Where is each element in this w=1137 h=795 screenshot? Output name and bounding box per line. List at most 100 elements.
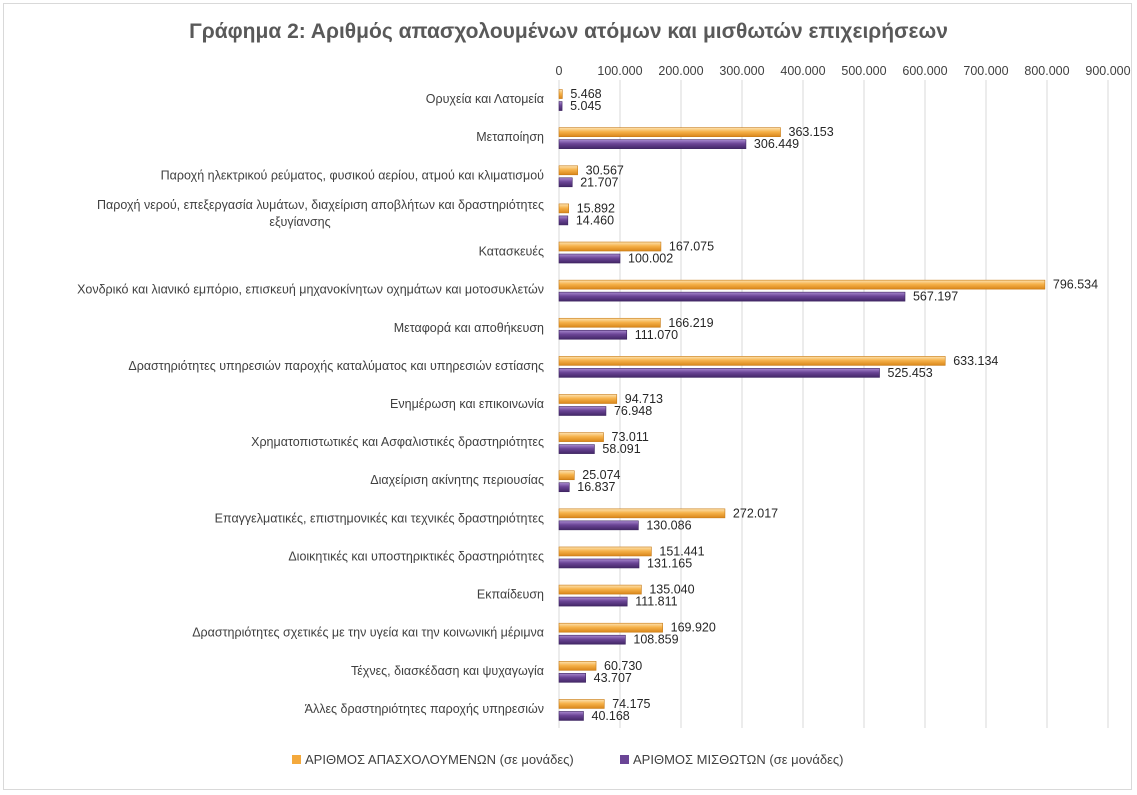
x-tick-label-5: 500.000 [841, 64, 886, 78]
bar-salaried-9 [558, 444, 595, 454]
data-label-salaried-8: 76.948 [614, 404, 652, 418]
x-tick-label-4: 400.000 [780, 64, 825, 78]
bar-salaried-0 [558, 101, 563, 111]
legend-item-employed: ΑΡΙΘΜΟΣ ΑΠΑΣΧΟΛΟΥΜΕΝΩΝ (σε μονάδες) [292, 752, 574, 767]
data-label-employed-14: 169.920 [671, 621, 716, 635]
data-label-employed-6: 166.219 [668, 316, 713, 330]
category-label-15: Τέχνες, διασκέδαση και ψυχαγωγία [351, 664, 544, 678]
data-label-employed-9: 73.011 [612, 430, 649, 444]
bar-salaried-15 [558, 673, 586, 683]
data-label-employed-10: 25.074 [582, 468, 620, 482]
legend-item-salaried: ΑΡΙΘΜΟΣ ΜΙΣΘΩΤΩΝ (σε μονάδες) [620, 752, 844, 767]
bar-employed-14 [558, 622, 663, 633]
data-label-salaried-15: 43.707 [594, 671, 632, 685]
category-label-11: Επαγγελματικές, επιστημονικές και τεχνικ… [215, 511, 544, 525]
bar-salaried-6 [558, 329, 628, 340]
bar-salaried-13 [558, 596, 628, 607]
data-label-employed-16: 74.175 [612, 697, 650, 711]
category-label-0: Ορυχεία και Λατομεία [426, 92, 544, 106]
x-tick-label-3: 300.000 [719, 64, 764, 78]
category-label-6: Μεταφορά και αποθήκευση [394, 321, 544, 335]
data-label-salaried-10: 16.837 [577, 480, 615, 494]
bar-salaried-4 [558, 253, 621, 264]
bar-employed-15 [558, 661, 597, 671]
category-label-14: Δραστηριότητες σχετικές με την υγεία και… [192, 626, 544, 640]
bar-employed-16 [558, 699, 605, 709]
category-label-16: Άλλες δραστηριότητες παροχής υπηρεσιών [305, 702, 544, 716]
data-label-salaried-13: 111.811 [635, 595, 677, 609]
x-tick-label-0: 0 [556, 64, 563, 78]
bar-employed-2 [558, 165, 578, 176]
data-label-employed-3: 15.892 [577, 201, 615, 215]
data-label-employed-4: 167.075 [669, 240, 714, 254]
data-label-salaried-6: 111.070 [635, 328, 678, 342]
bar-salaried-10 [558, 482, 570, 493]
data-label-salaried-7: 525.453 [888, 366, 933, 380]
data-label-employed-1: 363.153 [789, 125, 834, 139]
bar-salaried-12 [558, 558, 640, 569]
data-label-salaried-5: 567.197 [913, 290, 958, 304]
x-tick-label-2: 200.000 [658, 64, 703, 78]
data-label-employed-7: 633.134 [953, 354, 998, 368]
x-tick-label-9: 900.000 [1085, 64, 1130, 78]
bar-employed-11 [558, 508, 726, 519]
data-label-salaried-12: 131.165 [647, 556, 692, 570]
chart-title: Γράφημα 2: Αριθμός απασχολουμένων ατόμων… [189, 20, 948, 43]
bar-employed-8 [558, 394, 618, 404]
bar-employed-12 [558, 546, 652, 557]
category-label-8: Ενημέρωση και επικοινωνία [390, 397, 544, 411]
bar-employed-0 [558, 89, 563, 99]
category-label-2: Παροχή ηλεκτρικού ρεύματος, φυσικού αερί… [161, 168, 545, 182]
data-label-employed-11: 272.017 [733, 506, 778, 520]
legend-label-salaried: ΑΡΙΘΜΟΣ ΜΙΣΘΩΤΩΝ (σε μονάδες) [633, 752, 844, 767]
data-label-employed-15: 60.730 [604, 659, 642, 673]
bar-employed-5 [558, 279, 1046, 290]
data-label-salaried-16: 40.168 [592, 709, 630, 723]
bar-salaried-1 [558, 139, 747, 149]
legend-swatch-salaried [620, 755, 629, 764]
bar-salaried-14 [558, 634, 626, 645]
bar-salaried-2 [558, 177, 573, 188]
bar-salaried-8 [558, 406, 607, 416]
bar-employed-4 [558, 241, 662, 252]
x-tick-label-6: 600.000 [902, 64, 947, 78]
category-label-10: Διαχείριση ακίνητης περιουσίας [370, 473, 544, 487]
legend-label-employed: ΑΡΙΘΜΟΣ ΑΠΑΣΧΟΛΟΥΜΕΝΩΝ (σε μονάδες) [305, 752, 574, 767]
x-tick-label-8: 800.000 [1024, 64, 1069, 78]
data-label-salaried-4: 100.002 [628, 252, 673, 266]
bar-salaried-5 [558, 291, 906, 302]
bar-employed-6 [558, 317, 661, 328]
bar-salaried-11 [558, 520, 639, 531]
data-label-employed-5: 796.534 [1053, 278, 1098, 292]
bar-salaried-16 [558, 711, 584, 721]
category-label-12: Διοικητικές και υποστηρικτικές δραστηριό… [288, 549, 544, 563]
legend: ΑΡΙΘΜΟΣ ΑΠΑΣΧΟΛΟΥΜΕΝΩΝ (σε μονάδες) ΑΡΙΘ… [0, 752, 1137, 772]
data-label-salaried-1: 306.449 [754, 137, 799, 151]
category-label-13: Εκπαίδευση [477, 588, 544, 602]
data-label-salaried-2: 21.707 [580, 175, 618, 189]
bar-employed-7 [558, 356, 946, 366]
category-label-1: Μεταποίηση [476, 130, 544, 144]
data-label-salaried-11: 130.086 [646, 518, 691, 532]
data-label-employed-13: 135.040 [649, 583, 694, 597]
x-tick-label-7: 700.000 [963, 64, 1008, 78]
data-label-employed-2: 30.567 [586, 163, 624, 177]
bar-salaried-7 [558, 368, 880, 378]
category-label-3-line-0: Παροχή νερού, επεξεργασία λυμάτων, διαχε… [97, 198, 544, 212]
bar-employed-10 [558, 470, 575, 481]
data-label-salaried-3: 14.460 [576, 213, 614, 227]
bar-salaried-3 [558, 215, 569, 226]
legend-swatch-employed [292, 755, 301, 764]
category-label-3-line-1: εξυγίανσης [269, 215, 330, 229]
data-label-employed-12: 151.441 [659, 544, 704, 558]
bar-employed-13 [558, 584, 642, 595]
bar-employed-1 [558, 127, 781, 137]
data-label-salaried-9: 58.091 [602, 442, 640, 456]
category-label-4: Κατασκευές [479, 245, 544, 259]
data-label-salaried-14: 108.859 [633, 633, 678, 647]
x-tick-label-1: 100.000 [597, 64, 642, 78]
category-label-9: Χρηματοπιστωτικές και Ασφαλιστικές δραστ… [251, 435, 544, 449]
bar-employed-9 [558, 432, 604, 442]
data-label-employed-0: 5.468 [570, 87, 601, 101]
